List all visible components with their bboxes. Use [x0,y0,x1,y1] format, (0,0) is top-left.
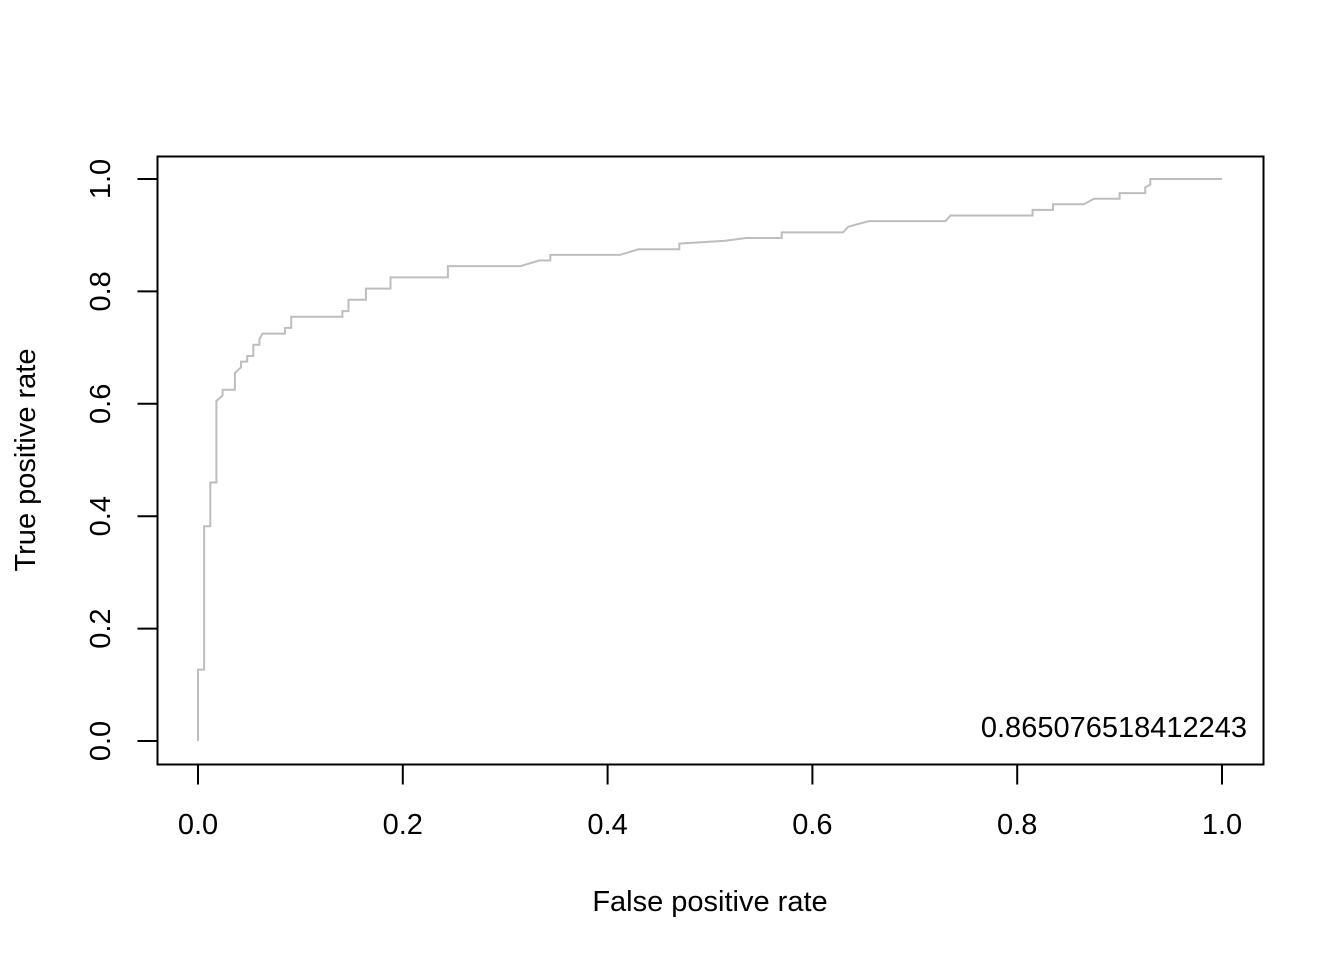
series-layer [197,178,1222,741]
plot-frame [156,155,1265,766]
roc-curve [197,178,1222,741]
y-tick-label: 0.4 [85,496,117,536]
y-tick-label: 0.2 [85,608,117,648]
y-tick-label: 1.0 [85,159,117,199]
y-tick-label: 0.0 [85,721,117,761]
y-axis: 0.0 0.2 0.4 0.6 0.8 1.0 [85,159,159,761]
y-tick-label: 0.8 [85,271,117,311]
auc-annotation: 0.865076518412243 [981,712,1247,744]
y-axis-label: True positive rate [10,349,42,572]
y-tick-label: 0.6 [85,384,117,424]
x-tick-label: 0.6 [792,809,832,841]
x-tick-label: 0.2 [383,809,423,841]
x-tick-label: 0.4 [587,809,627,841]
x-tick-label: 1.0 [1202,809,1242,841]
x-tick-label: 0.8 [997,809,1037,841]
x-tick-label: 0.0 [178,809,218,841]
x-axis: 0.0 0.2 0.4 0.6 0.8 1.0 [178,763,1242,841]
x-axis-label: False positive rate [592,886,827,918]
